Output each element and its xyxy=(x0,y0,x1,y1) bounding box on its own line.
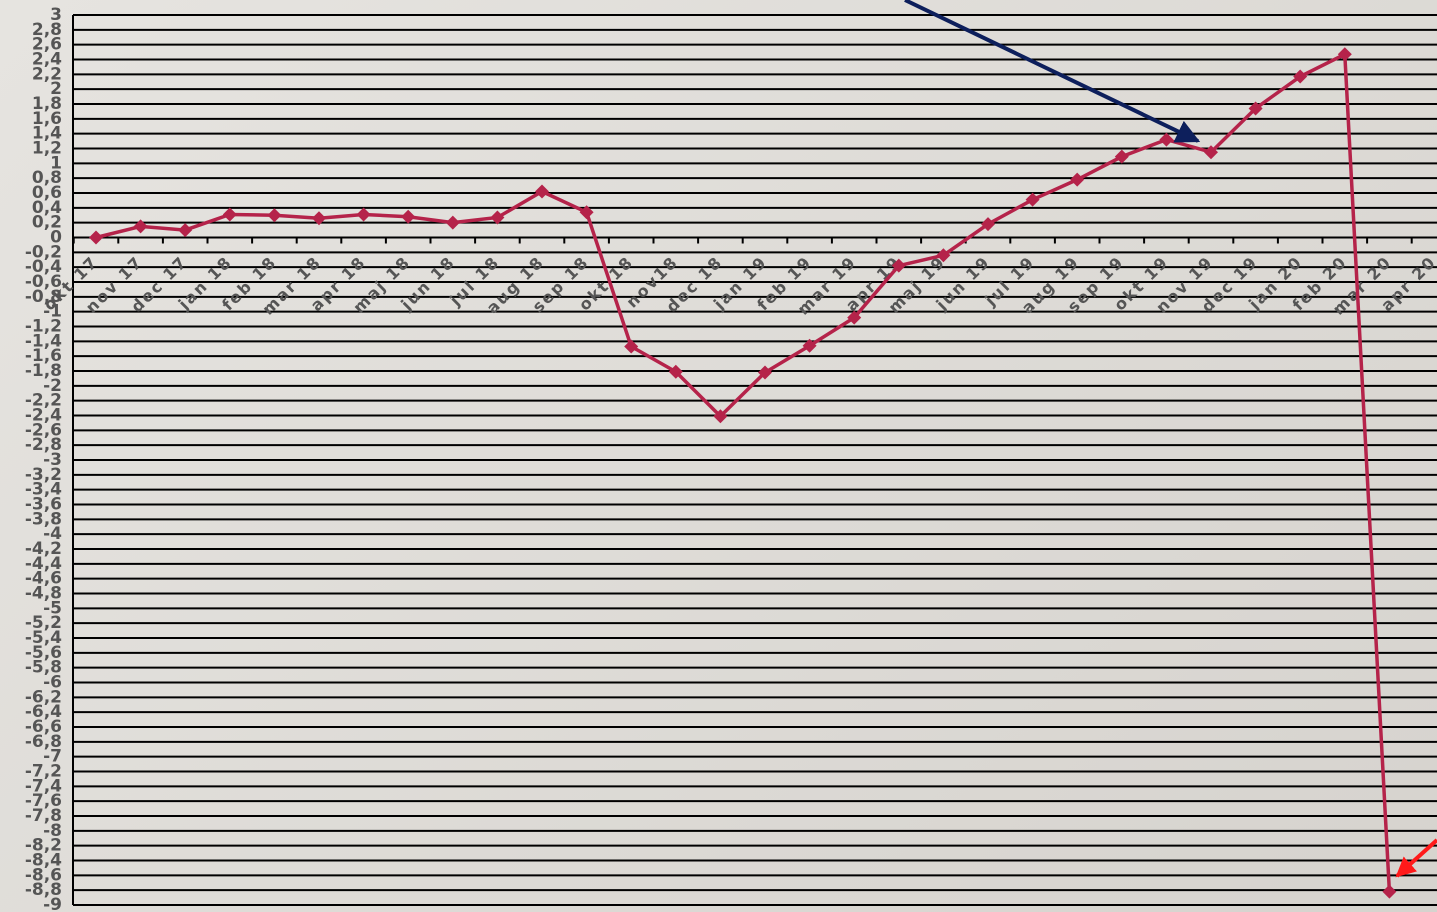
y-tick-label: 0,6 xyxy=(32,183,62,203)
data-point xyxy=(847,310,862,325)
y-tick-label: -2,6 xyxy=(25,420,62,440)
y-tick-label: -3,4 xyxy=(25,480,62,500)
y-tick-label: 2 xyxy=(50,79,62,99)
y-tick-label: -2 xyxy=(43,376,62,396)
data-point xyxy=(1382,884,1397,899)
y-tick-label: -1,8 xyxy=(25,361,62,381)
y-tick-label: -8,8 xyxy=(25,880,62,900)
y-tick-label: -2,8 xyxy=(25,435,62,455)
y-tick-label: -3,6 xyxy=(25,495,62,515)
y-tick-label: 2,2 xyxy=(32,64,62,84)
y-tick-label: -7,2 xyxy=(25,762,62,782)
data-point xyxy=(1337,47,1352,62)
y-tick-label: 2,8 xyxy=(32,20,62,40)
data-point xyxy=(1248,101,1263,116)
y-tick-label: -5,6 xyxy=(25,643,62,663)
y-tick-label: -6,8 xyxy=(25,732,62,752)
y-tick-label: -2,2 xyxy=(25,391,62,411)
y-tick-label: -0,8 xyxy=(25,287,62,307)
data-point xyxy=(312,211,326,226)
y-tick-label: 0,4 xyxy=(32,198,62,218)
data-point xyxy=(1204,145,1218,160)
y-tick-label: -7,8 xyxy=(25,806,62,826)
y-tick-label: 1,4 xyxy=(32,124,62,144)
data-point xyxy=(490,210,505,225)
y-tick-label: -5,4 xyxy=(25,628,62,648)
annotation-arrow xyxy=(904,0,1201,143)
y-tick-label: -6,2 xyxy=(25,687,62,707)
data-point xyxy=(713,409,728,424)
data-point xyxy=(178,223,193,238)
data-point xyxy=(356,207,371,222)
y-tick-label: -3 xyxy=(43,450,62,470)
y-tick-label: 2,6 xyxy=(32,35,62,55)
data-point xyxy=(535,184,549,199)
y-tick-label: -1,2 xyxy=(25,317,62,337)
data-point xyxy=(1114,149,1129,164)
y-tick-label: -6,6 xyxy=(25,717,62,737)
data-point xyxy=(1293,69,1308,84)
data-point xyxy=(1159,132,1174,147)
y-tick-label: -4,4 xyxy=(25,554,62,574)
data-point xyxy=(401,209,416,224)
y-tick-label: 1,8 xyxy=(32,94,62,114)
y-tick-label: -3,2 xyxy=(25,465,62,485)
y-tick-label: -8,4 xyxy=(25,851,62,871)
y-tick-label: -0,4 xyxy=(25,257,62,277)
data-point xyxy=(579,205,594,220)
y-tick-label: 1,2 xyxy=(32,139,62,159)
annotation-arrow xyxy=(1395,838,1437,878)
y-tick-label: -9 xyxy=(43,895,62,912)
y-tick-label: -4 xyxy=(43,524,62,544)
data-point xyxy=(89,230,103,245)
y-tick-label: -5,8 xyxy=(25,658,62,678)
y-tick-label: 0,8 xyxy=(32,168,62,188)
y-tick-label: -8 xyxy=(43,821,62,841)
data-point xyxy=(668,364,683,379)
y-tick-label: -6,4 xyxy=(25,702,62,722)
data-point xyxy=(267,208,282,223)
data-point xyxy=(445,215,460,230)
y-tick-label: -7,6 xyxy=(25,791,62,811)
y-tick-label: 1 xyxy=(50,153,62,173)
y-tick-label: -4,2 xyxy=(25,539,62,559)
data-point xyxy=(758,365,772,380)
data-point xyxy=(1025,192,1040,207)
y-tick-label: 3 xyxy=(50,5,62,25)
data-point xyxy=(891,258,906,273)
y-tick-label: 2,4 xyxy=(32,50,62,70)
series-line xyxy=(95,51,1392,892)
y-tick-label: -5,2 xyxy=(25,613,62,633)
y-tick-label: 0,2 xyxy=(32,213,62,233)
y-tick-label: -1,4 xyxy=(25,331,62,351)
y-tick-label: -7,4 xyxy=(25,776,62,796)
data-point xyxy=(133,219,148,234)
y-tick-label: -4,8 xyxy=(25,584,62,604)
y-tick-label: -5 xyxy=(43,598,62,618)
data-point xyxy=(802,338,817,353)
data-point xyxy=(981,217,995,232)
y-tick-label: -4,6 xyxy=(25,569,62,589)
y-tick-label: -8,6 xyxy=(25,865,62,885)
y-tick-label: -0,2 xyxy=(25,242,62,262)
y-tick-label: -7 xyxy=(43,747,62,767)
y-tick-label: -1 xyxy=(43,302,62,322)
y-tick-label: -0,6 xyxy=(25,272,62,292)
y-tick-label: -6 xyxy=(43,673,62,693)
grid: 32,82,62,42,221,81,61,41,210,80,60,40,20… xyxy=(25,5,1437,912)
y-tick-label: -8,2 xyxy=(25,836,62,856)
data-point xyxy=(1070,172,1085,187)
data-point xyxy=(222,207,237,222)
y-tick-label: 0 xyxy=(50,228,62,248)
data-point xyxy=(936,248,951,263)
y-tick-label: -3,8 xyxy=(25,509,62,529)
y-tick-label: -2,4 xyxy=(25,406,62,426)
y-tick-label: -1,6 xyxy=(25,346,62,366)
data-point xyxy=(624,339,639,354)
y-tick-label: 1,6 xyxy=(32,109,62,129)
